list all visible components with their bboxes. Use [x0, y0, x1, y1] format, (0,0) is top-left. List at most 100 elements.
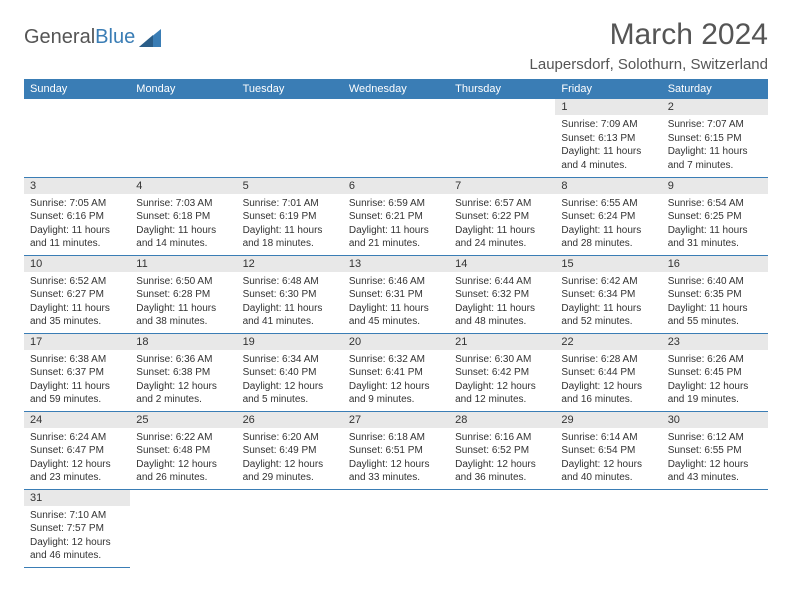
sunrise-line: Sunrise: 6:40 AM: [668, 275, 762, 289]
day-number: 17: [24, 334, 130, 350]
calendar-day-cell: 12Sunrise: 6:48 AMSunset: 6:30 PMDayligh…: [237, 255, 343, 333]
day-details: Sunrise: 6:36 AMSunset: 6:38 PMDaylight:…: [130, 350, 236, 410]
sunrise-line: Sunrise: 7:07 AM: [668, 118, 762, 132]
calendar-header-row: SundayMondayTuesdayWednesdayThursdayFrid…: [24, 79, 768, 99]
sunrise-line: Sunrise: 7:01 AM: [243, 197, 337, 211]
logo-text-blue: Blue: [95, 26, 135, 49]
sunrise-line: Sunrise: 7:09 AM: [561, 118, 655, 132]
sunrise-line: Sunrise: 6:32 AM: [349, 353, 443, 367]
day-number: 2: [662, 99, 768, 115]
day-number: 22: [555, 334, 661, 350]
sunrise-line: Sunrise: 6:30 AM: [455, 353, 549, 367]
column-header: Sunday: [24, 79, 130, 99]
calendar-day-cell: [130, 489, 236, 567]
calendar-day-cell: 14Sunrise: 6:44 AMSunset: 6:32 PMDayligh…: [449, 255, 555, 333]
day-number: 12: [237, 256, 343, 272]
sunrise-line: Sunrise: 6:44 AM: [455, 275, 549, 289]
day-details: Sunrise: 6:24 AMSunset: 6:47 PMDaylight:…: [24, 428, 130, 488]
day-details: Sunrise: 6:52 AMSunset: 6:27 PMDaylight:…: [24, 272, 130, 332]
calendar-day-cell: 19Sunrise: 6:34 AMSunset: 6:40 PMDayligh…: [237, 333, 343, 411]
sunrise-line: Sunrise: 6:38 AM: [30, 353, 124, 367]
day-details: Sunrise: 7:05 AMSunset: 6:16 PMDaylight:…: [24, 194, 130, 254]
sunrise-line: Sunrise: 6:24 AM: [30, 431, 124, 445]
sunset-line: Sunset: 6:42 PM: [455, 366, 549, 380]
calendar-week-row: 1Sunrise: 7:09 AMSunset: 6:13 PMDaylight…: [24, 99, 768, 177]
daylight-line: Daylight: 11 hours and 21 minutes.: [349, 224, 443, 251]
daylight-line: Daylight: 11 hours and 48 minutes.: [455, 302, 549, 329]
day-number: 6: [343, 178, 449, 194]
sunset-line: Sunset: 6:54 PM: [561, 444, 655, 458]
daylight-line: Daylight: 11 hours and 14 minutes.: [136, 224, 230, 251]
day-number: 9: [662, 178, 768, 194]
day-number: 21: [449, 334, 555, 350]
daylight-line: Daylight: 12 hours and 46 minutes.: [30, 536, 124, 563]
day-details: Sunrise: 6:57 AMSunset: 6:22 PMDaylight:…: [449, 194, 555, 254]
sunset-line: Sunset: 6:24 PM: [561, 210, 655, 224]
column-header: Monday: [130, 79, 236, 99]
sunrise-line: Sunrise: 6:12 AM: [668, 431, 762, 445]
sunrise-line: Sunrise: 7:03 AM: [136, 197, 230, 211]
sunrise-line: Sunrise: 6:16 AM: [455, 431, 549, 445]
daylight-line: Daylight: 11 hours and 7 minutes.: [668, 145, 762, 172]
day-details: Sunrise: 7:10 AMSunset: 7:57 PMDaylight:…: [24, 506, 130, 566]
calendar-day-cell: 6Sunrise: 6:59 AMSunset: 6:21 PMDaylight…: [343, 177, 449, 255]
column-header: Thursday: [449, 79, 555, 99]
day-number: 30: [662, 412, 768, 428]
calendar-day-cell: 27Sunrise: 6:18 AMSunset: 6:51 PMDayligh…: [343, 411, 449, 489]
daylight-line: Daylight: 11 hours and 41 minutes.: [243, 302, 337, 329]
day-number: 10: [24, 256, 130, 272]
sunrise-line: Sunrise: 7:05 AM: [30, 197, 124, 211]
sunrise-line: Sunrise: 6:28 AM: [561, 353, 655, 367]
day-details: Sunrise: 6:34 AMSunset: 6:40 PMDaylight:…: [237, 350, 343, 410]
daylight-line: Daylight: 11 hours and 28 minutes.: [561, 224, 655, 251]
sunset-line: Sunset: 6:18 PM: [136, 210, 230, 224]
calendar-week-row: 10Sunrise: 6:52 AMSunset: 6:27 PMDayligh…: [24, 255, 768, 333]
day-details: Sunrise: 6:32 AMSunset: 6:41 PMDaylight:…: [343, 350, 449, 410]
day-details: Sunrise: 6:44 AMSunset: 6:32 PMDaylight:…: [449, 272, 555, 332]
day-details: Sunrise: 6:26 AMSunset: 6:45 PMDaylight:…: [662, 350, 768, 410]
sunrise-line: Sunrise: 7:10 AM: [30, 509, 124, 523]
day-details: Sunrise: 6:59 AMSunset: 6:21 PMDaylight:…: [343, 194, 449, 254]
calendar-day-cell: 16Sunrise: 6:40 AMSunset: 6:35 PMDayligh…: [662, 255, 768, 333]
daylight-line: Daylight: 12 hours and 23 minutes.: [30, 458, 124, 485]
day-number: 29: [555, 412, 661, 428]
calendar-day-cell: 24Sunrise: 6:24 AMSunset: 6:47 PMDayligh…: [24, 411, 130, 489]
day-details: Sunrise: 6:16 AMSunset: 6:52 PMDaylight:…: [449, 428, 555, 488]
day-number: 16: [662, 256, 768, 272]
sunset-line: Sunset: 6:55 PM: [668, 444, 762, 458]
sunset-line: Sunset: 6:41 PM: [349, 366, 443, 380]
daylight-line: Daylight: 12 hours and 43 minutes.: [668, 458, 762, 485]
day-details: Sunrise: 6:20 AMSunset: 6:49 PMDaylight:…: [237, 428, 343, 488]
logo-triangle-icon: [139, 29, 161, 47]
daylight-line: Daylight: 11 hours and 52 minutes.: [561, 302, 655, 329]
daylight-line: Daylight: 12 hours and 12 minutes.: [455, 380, 549, 407]
calendar-day-cell: [130, 99, 236, 177]
calendar-day-cell: [662, 489, 768, 567]
calendar-day-cell: [237, 99, 343, 177]
daylight-line: Daylight: 12 hours and 33 minutes.: [349, 458, 443, 485]
calendar-day-cell: 5Sunrise: 7:01 AMSunset: 6:19 PMDaylight…: [237, 177, 343, 255]
sunset-line: Sunset: 6:32 PM: [455, 288, 549, 302]
day-details: Sunrise: 6:55 AMSunset: 6:24 PMDaylight:…: [555, 194, 661, 254]
day-details: Sunrise: 7:03 AMSunset: 6:18 PMDaylight:…: [130, 194, 236, 254]
day-number: 26: [237, 412, 343, 428]
column-header: Wednesday: [343, 79, 449, 99]
sunset-line: Sunset: 6:52 PM: [455, 444, 549, 458]
day-number: 27: [343, 412, 449, 428]
day-number: 7: [449, 178, 555, 194]
calendar-body: 1Sunrise: 7:09 AMSunset: 6:13 PMDaylight…: [24, 99, 768, 567]
day-details: Sunrise: 6:14 AMSunset: 6:54 PMDaylight:…: [555, 428, 661, 488]
sunset-line: Sunset: 6:35 PM: [668, 288, 762, 302]
calendar-day-cell: 3Sunrise: 7:05 AMSunset: 6:16 PMDaylight…: [24, 177, 130, 255]
sunset-line: Sunset: 6:21 PM: [349, 210, 443, 224]
day-number: 23: [662, 334, 768, 350]
day-details: Sunrise: 6:40 AMSunset: 6:35 PMDaylight:…: [662, 272, 768, 332]
sunset-line: Sunset: 6:22 PM: [455, 210, 549, 224]
sunset-line: Sunset: 6:48 PM: [136, 444, 230, 458]
calendar-day-cell: 11Sunrise: 6:50 AMSunset: 6:28 PMDayligh…: [130, 255, 236, 333]
sunrise-line: Sunrise: 6:54 AM: [668, 197, 762, 211]
calendar-week-row: 17Sunrise: 6:38 AMSunset: 6:37 PMDayligh…: [24, 333, 768, 411]
day-details: Sunrise: 6:22 AMSunset: 6:48 PMDaylight:…: [130, 428, 236, 488]
sunrise-line: Sunrise: 6:46 AM: [349, 275, 443, 289]
daylight-line: Daylight: 11 hours and 55 minutes.: [668, 302, 762, 329]
